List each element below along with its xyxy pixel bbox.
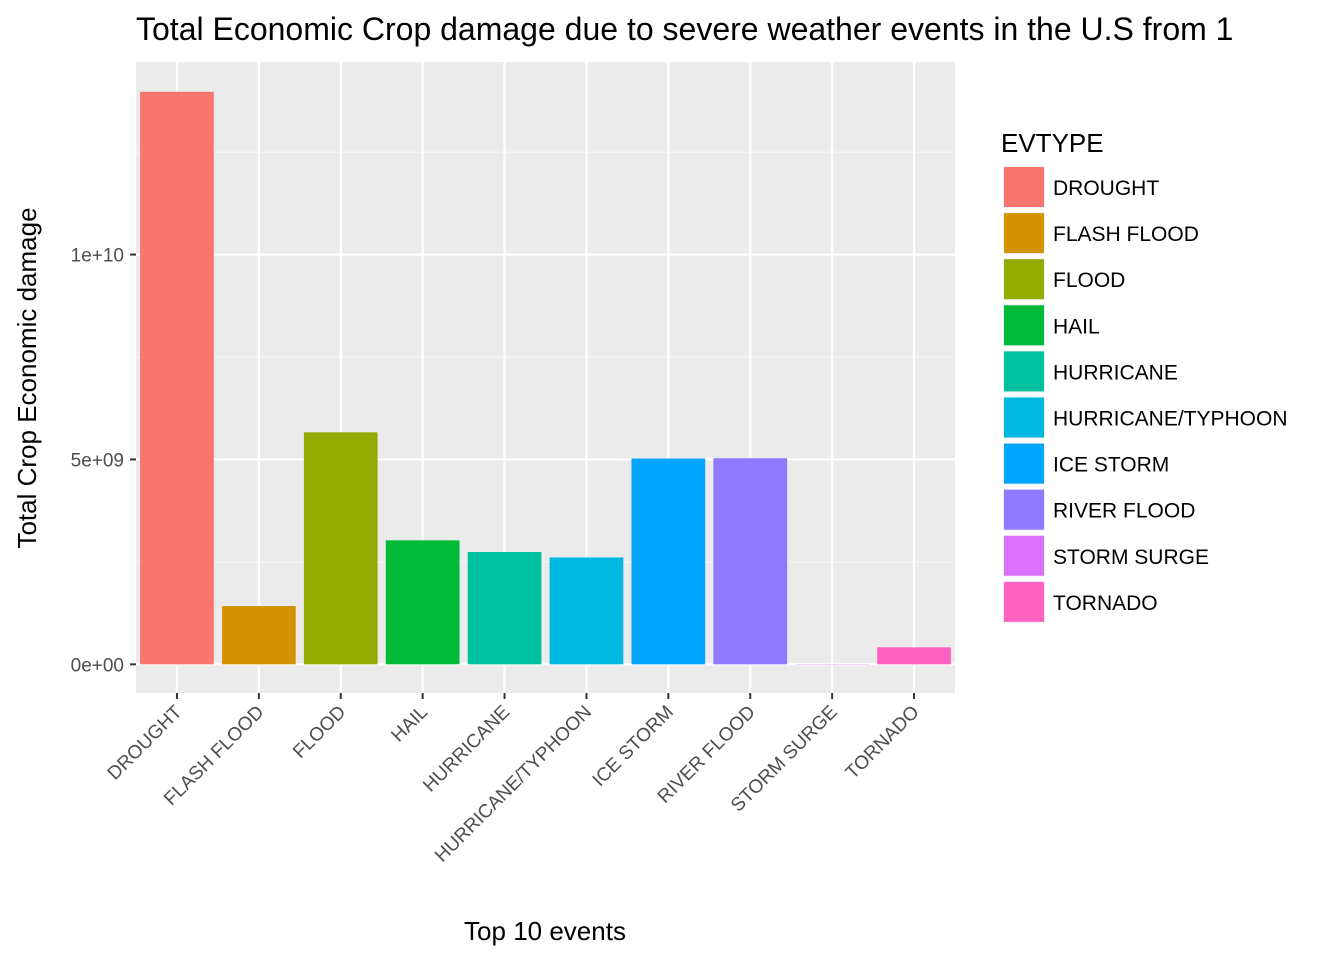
x-tick-label: ICE STORM <box>589 702 678 791</box>
legend-label: TORNADO <box>1053 592 1158 615</box>
legend-label: DROUGHT <box>1053 177 1159 200</box>
legend-label: STORM SURGE <box>1053 546 1209 569</box>
y-tick-label: 1e+10 <box>71 246 124 267</box>
minor-gridlines <box>136 151 955 563</box>
legend-swatch <box>1004 213 1044 254</box>
legend-label: HURRICANE/TYPHOON <box>1053 408 1288 431</box>
plot-panel <box>136 62 955 693</box>
bar <box>549 557 624 665</box>
y-axis-title: Total Crop Economic damage <box>12 207 42 548</box>
bar <box>713 458 788 665</box>
legend-swatch <box>1004 489 1044 530</box>
legend-swatch <box>1004 259 1044 300</box>
x-tick-label: DROUGHT <box>104 701 187 784</box>
bar <box>467 551 542 665</box>
legend-title: EVTYPE <box>1001 128 1104 158</box>
bar <box>877 647 951 665</box>
legend-label: ICE STORM <box>1053 454 1169 477</box>
legend-label: HURRICANE <box>1053 361 1178 384</box>
x-tick-label: FLOOD <box>289 702 350 763</box>
bars <box>140 91 951 665</box>
legend-swatch <box>1004 397 1044 438</box>
x-tick-label: HAIL <box>387 702 432 747</box>
chart-title: Total Economic Crop damage due to severe… <box>136 11 1233 47</box>
legend-label: HAIL <box>1053 315 1100 338</box>
x-tick-label: HURRICANE/TYPHOON <box>431 702 596 867</box>
x-axis-title: Top 10 events <box>464 916 626 946</box>
bar <box>221 606 296 665</box>
legend-swatch <box>1004 305 1044 346</box>
legend-label: FLOOD <box>1053 269 1125 292</box>
y-tick-label: 5e+09 <box>71 450 124 471</box>
legend-swatch <box>1004 581 1044 622</box>
bar <box>303 432 378 665</box>
y-axis: 0e+00 5e+09 1e+10 <box>71 246 136 676</box>
bar <box>631 458 706 665</box>
legend-swatch <box>1004 167 1044 207</box>
legend-swatch <box>1004 351 1044 392</box>
x-tick-label: TORNADO <box>842 702 924 784</box>
bar <box>140 91 214 665</box>
legend-label: RIVER FLOOD <box>1053 500 1195 523</box>
legend-items: DROUGHT FLASH FLOOD FLOOD HAIL HURRICANE HURR… <box>1003 166 1288 623</box>
y-tick-label: 0e+00 <box>71 655 124 676</box>
legend-swatch <box>1004 443 1044 484</box>
bar <box>385 540 460 665</box>
legend-label: FLASH FLOOD <box>1053 223 1199 246</box>
legend: EVTYPE DROUGHT FLASH FLOOD FLOOD HAIL HURRIC… <box>1001 128 1288 623</box>
legend-swatch <box>1004 535 1044 576</box>
